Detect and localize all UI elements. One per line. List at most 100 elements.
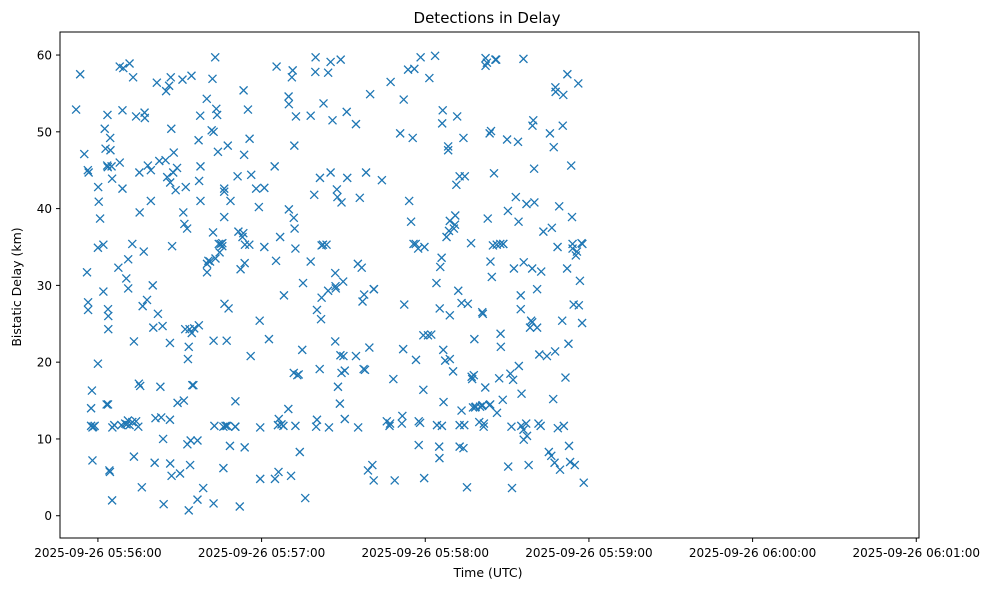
data-point: [397, 419, 407, 429]
data-point: [469, 334, 479, 344]
data-point: [230, 396, 240, 406]
x-tick-label: 2025-09-26 05:59:00: [525, 546, 652, 560]
data-point: [418, 385, 428, 395]
data-point: [83, 297, 93, 307]
data-point: [179, 219, 189, 229]
data-point: [351, 119, 361, 129]
data-point: [438, 345, 448, 355]
data-point: [278, 421, 288, 431]
data-point: [330, 268, 340, 278]
y-tick-label: 20: [37, 356, 52, 370]
data-point: [475, 402, 485, 412]
data-point: [208, 227, 218, 237]
data-point: [385, 421, 394, 431]
data-point: [414, 440, 424, 450]
data-point: [503, 462, 513, 472]
data-point: [290, 224, 300, 234]
data-point: [155, 382, 165, 392]
data-point: [340, 366, 350, 376]
data-point: [434, 442, 444, 452]
data-point: [166, 124, 176, 134]
data-point: [238, 228, 248, 238]
data-point: [431, 278, 441, 288]
data-point: [86, 403, 96, 413]
data-point: [104, 465, 114, 475]
data-point: [532, 284, 542, 294]
data-point: [340, 414, 350, 424]
data-point: [399, 95, 409, 105]
data-point: [246, 170, 256, 180]
data-point: [233, 227, 243, 237]
data-point: [291, 112, 301, 121]
data-point: [559, 421, 569, 431]
data-point: [255, 474, 265, 484]
data-point: [187, 71, 196, 81]
data-point: [519, 54, 528, 64]
data-point: [404, 196, 414, 206]
data-point: [167, 471, 177, 481]
data-point: [319, 98, 328, 108]
data-point: [95, 214, 105, 224]
data-point: [235, 502, 245, 511]
data-point: [318, 240, 328, 250]
data-point: [128, 72, 138, 82]
data-point: [529, 164, 539, 174]
data-point: [324, 422, 334, 432]
data-point: [264, 334, 274, 344]
data-point: [290, 244, 300, 253]
data-point: [511, 192, 521, 202]
data-point: [331, 281, 340, 291]
data-point: [93, 182, 103, 192]
data-point: [411, 355, 421, 365]
data-point: [142, 295, 152, 305]
data-point: [574, 300, 584, 310]
data-point: [369, 475, 379, 485]
data-point: [109, 420, 119, 430]
data-point: [333, 382, 343, 392]
data-point: [528, 115, 538, 125]
data-point: [143, 161, 153, 171]
data-point: [107, 495, 117, 505]
data-point: [554, 201, 564, 211]
data-point: [246, 351, 256, 361]
data-point: [545, 128, 555, 138]
data-point: [458, 443, 468, 453]
data-point: [457, 406, 466, 415]
data-point: [478, 400, 488, 410]
data-point: [221, 421, 231, 431]
data-point: [93, 243, 103, 253]
data-point: [562, 69, 572, 79]
data-point: [459, 420, 469, 430]
data-point: [468, 403, 478, 412]
data-point: [330, 336, 340, 346]
data-point: [139, 247, 149, 257]
data-point: [419, 242, 429, 252]
data-point: [443, 141, 453, 151]
y-axis-label: Bistatic Delay (km): [9, 227, 24, 346]
y-axis: 0 10 20 30 40 50 60: [37, 49, 60, 523]
data-point: [115, 158, 125, 167]
data-point: [131, 416, 141, 426]
data-point: [290, 421, 300, 431]
data-point: [450, 211, 460, 220]
data-point: [453, 286, 463, 296]
data-point: [93, 359, 103, 369]
data-point: [439, 397, 448, 407]
data-point: [297, 345, 307, 355]
y-tick-label: 40: [37, 202, 52, 216]
data-point: [498, 395, 508, 405]
y-tick-label: 30: [37, 279, 52, 293]
data-point: [300, 493, 310, 503]
data-point: [184, 505, 194, 515]
data-point: [386, 77, 396, 87]
data-point: [123, 254, 133, 264]
data-point: [477, 307, 487, 317]
data-point: [551, 87, 561, 97]
data-point: [255, 316, 265, 326]
data-point: [359, 290, 369, 300]
data-point: [84, 168, 94, 177]
data-point: [209, 336, 219, 346]
data-point: [522, 431, 532, 441]
data-point: [377, 175, 387, 185]
data-point: [390, 475, 400, 485]
